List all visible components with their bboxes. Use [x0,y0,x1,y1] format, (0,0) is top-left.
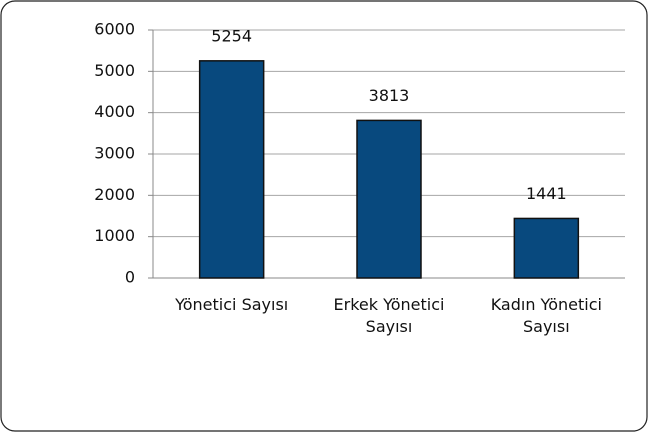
x-tick-label-box: Yönetici Sayısı [175,295,289,314]
x-tick-label-box: Erkek Yönetici Sayısı [333,295,445,336]
x-tick-label: Yönetici Sayısı [175,295,289,314]
data-label: 3813 [369,86,410,105]
y-tick-label: 6000 [94,20,135,39]
y-tick-label: 4000 [94,102,135,121]
y-tick-label: 1000 [94,226,135,245]
data-label: 1441 [526,184,567,203]
data-label: 5254 [211,26,252,45]
bar [356,119,422,279]
bar [513,217,580,279]
y-tick-label: 5000 [94,61,135,80]
y-tick-label: 0 [125,268,135,287]
x-tick-label: Erkek Yönetici Sayısı [333,295,445,336]
x-tick-label-box: Kadın Yönetici Sayısı [490,295,602,336]
y-tick-label: 2000 [94,185,135,204]
y-tick-label: 3000 [94,144,135,163]
x-tick-label: Kadın Yönetici Sayısı [490,295,602,336]
bar [198,60,265,279]
